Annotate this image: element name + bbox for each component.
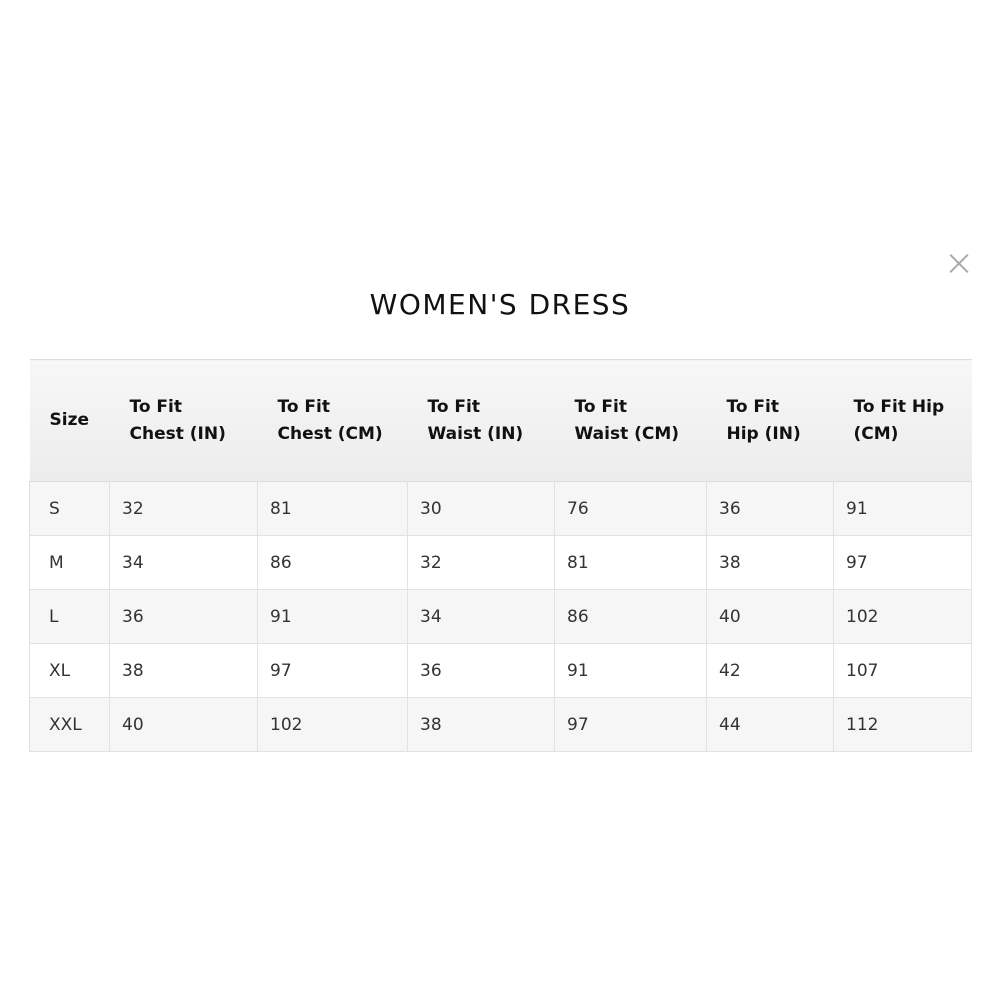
table-cell: 40 (109, 697, 258, 752)
table-cell: 32 (407, 535, 555, 590)
table-cell: 36 (706, 481, 834, 536)
table-cell: 36 (109, 589, 258, 644)
table-cell: 30 (407, 481, 555, 536)
table-cell: 81 (554, 535, 707, 590)
table-cell: S (29, 481, 110, 536)
table-cell: 91 (833, 481, 972, 536)
table-cell: 102 (257, 697, 408, 752)
table-cell: 97 (833, 535, 972, 590)
table-cell: 91 (554, 643, 707, 698)
table-cell: 34 (407, 589, 555, 644)
header-waist-cm: To Fit Waist (CM) (554, 359, 707, 482)
table-cell: 97 (554, 697, 707, 752)
table-cell: XL (29, 643, 110, 698)
table-cell: XXL (29, 697, 110, 752)
table-cell: 40 (706, 589, 834, 644)
table-cell: 38 (706, 535, 834, 590)
header-size: Size (29, 359, 110, 482)
table-row: S 32 81 30 76 36 91 (29, 481, 972, 536)
table-cell: 42 (706, 643, 834, 698)
table-cell: 102 (833, 589, 972, 644)
table-cell: 44 (706, 697, 834, 752)
table-cell: 112 (833, 697, 972, 752)
header-chest-cm: To Fit Chest (CM) (257, 359, 408, 482)
table-row: XL 38 97 36 91 42 107 (29, 643, 972, 698)
header-row: Size To Fit Chest (IN) To Fit Chest (CM)… (29, 359, 972, 482)
table-cell: 91 (257, 589, 408, 644)
table-row: L 36 91 34 86 40 102 (29, 589, 972, 644)
table-cell: 34 (109, 535, 258, 590)
table-cell: 97 (257, 643, 408, 698)
table-cell: 38 (407, 697, 555, 752)
table-row: M 34 86 32 81 38 97 (29, 535, 972, 590)
table-cell: 107 (833, 643, 972, 698)
header-hip-in: To Fit Hip (IN) (706, 359, 834, 482)
table-cell: 81 (257, 481, 408, 536)
dialog-title: WOMEN'S DRESS (369, 288, 631, 321)
table-cell: 86 (554, 589, 707, 644)
table-cell: L (29, 589, 110, 644)
header-chest-in: To Fit Chest (IN) (109, 359, 258, 482)
table-cell: 76 (554, 481, 707, 536)
table-cell: M (29, 535, 110, 590)
size-chart-table: Size To Fit Chest (IN) To Fit Chest (CM)… (29, 359, 972, 752)
table-cell: 86 (257, 535, 408, 590)
header-hip-cm: To Fit Hip (CM) (833, 359, 972, 482)
table-cell: 36 (407, 643, 555, 698)
table-cell: 32 (109, 481, 258, 536)
header-waist-in: To Fit Waist (IN) (407, 359, 555, 482)
table-cell: 38 (109, 643, 258, 698)
table-row: XXL 40 102 38 97 44 112 (29, 697, 972, 752)
close-icon[interactable] (946, 250, 972, 276)
